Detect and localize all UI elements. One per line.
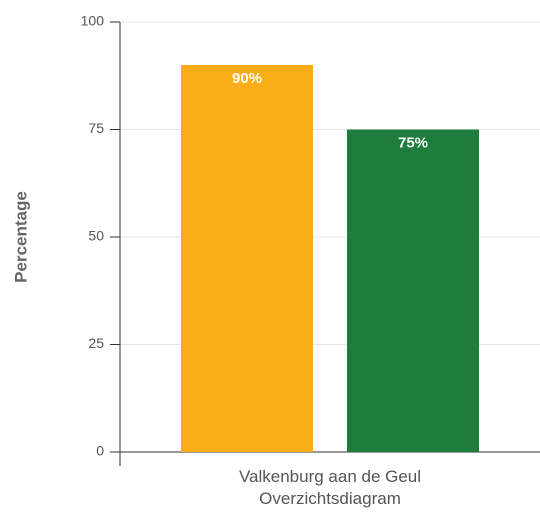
y-tick-label: 0 — [96, 443, 104, 459]
bar — [181, 65, 313, 452]
data-label: 90% — [232, 70, 262, 87]
y-tick-label: 50 — [88, 228, 104, 244]
data-label: 75% — [398, 134, 428, 151]
y-tick-label: 75 — [88, 120, 104, 136]
x-tick-label: Valkenburg aan de Geul Overzichtsdiagram — [238, 467, 422, 508]
y-tick-label: 25 — [88, 335, 104, 351]
y-tick-label: 100 — [81, 13, 105, 29]
y-axis-label: Percentage — [11, 191, 30, 283]
bar — [347, 129, 479, 452]
